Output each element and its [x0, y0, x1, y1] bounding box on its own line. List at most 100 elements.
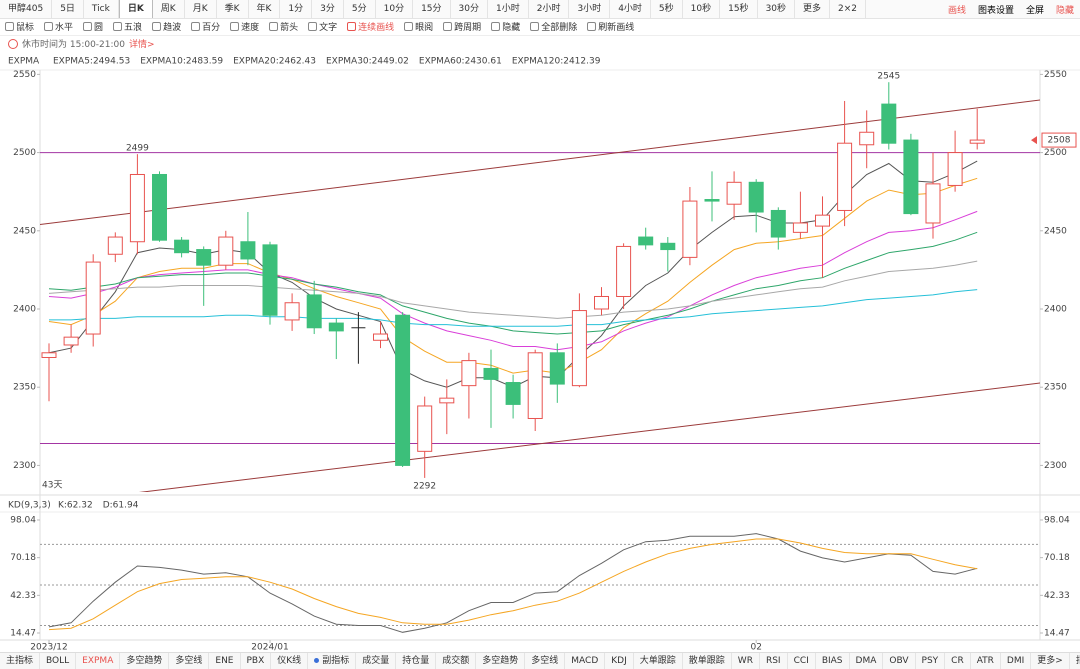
- period-tab[interactable]: 4小时: [610, 0, 651, 18]
- draw-tool[interactable]: 眼阅: [399, 20, 438, 33]
- right-tools: 画线 图表设置 全屏 隐藏: [941, 0, 1080, 18]
- draw-tool[interactable]: 箭头: [264, 20, 303, 33]
- indicator-tab[interactable]: 成交额: [436, 653, 477, 669]
- period-tab[interactable]: 5秒: [651, 0, 683, 18]
- indicator-tab[interactable]: 多空线: [525, 653, 566, 669]
- indicator-tab[interactable]: DMI: [1001, 653, 1032, 669]
- draw-tool[interactable]: 速度: [225, 20, 264, 33]
- period-tab[interactable]: 年K: [249, 0, 281, 18]
- draw-tool[interactable]: 圆: [78, 20, 108, 33]
- period-tab[interactable]: 更多: [795, 0, 831, 18]
- candle-body: [748, 181, 764, 213]
- indicator-tab[interactable]: ENE: [209, 653, 241, 669]
- period-tab[interactable]: 15秒: [720, 0, 758, 18]
- indicator-tab[interactable]: BIAS: [816, 653, 850, 669]
- draw-tool[interactable]: 隐藏: [486, 20, 525, 33]
- period-tab[interactable]: 10分: [376, 0, 414, 18]
- period-tab[interactable]: 5分: [344, 0, 376, 18]
- indicator-tab[interactable]: PSY: [916, 653, 946, 669]
- legend-entry: EXPMA60:2430.61: [419, 57, 502, 67]
- y-tick-label: 2400: [13, 305, 36, 315]
- period-tab[interactable]: 15分: [413, 0, 451, 18]
- indicator-tab[interactable]: 散单跟踪: [683, 653, 732, 669]
- high-label: 2545: [877, 72, 900, 82]
- candle-body: [328, 322, 344, 332]
- period-tab[interactable]: 5日: [52, 0, 84, 18]
- period-tab[interactable]: 30秒: [758, 0, 796, 18]
- y-tick-label: 14.47: [10, 629, 36, 639]
- indicator-line: [48, 533, 978, 633]
- y-tick-label: 98.04: [1044, 515, 1070, 525]
- indicator-tab[interactable]: CR: [945, 653, 971, 669]
- indicator-tab[interactable]: 多空线: [169, 653, 210, 669]
- indicator-tab[interactable]: 指标管理: [1070, 653, 1080, 669]
- indicator-tab[interactable]: 主指标: [0, 653, 41, 669]
- period-tab[interactable]: 日K: [118, 0, 153, 18]
- candle-body: [594, 295, 609, 310]
- indicator-tab[interactable]: 副指标: [308, 653, 357, 669]
- indicator-tabs: 主指标 BOLL EXPMA 多空趋势 多空线 ENE PBX 仪K线 副指标 成交量 持仓量 成交额…: [0, 652, 1080, 669]
- period-tab[interactable]: 1分: [280, 0, 313, 18]
- last-price-box: [1041, 132, 1077, 148]
- indicator-tab[interactable]: BOLL: [40, 653, 77, 669]
- indicator-tab[interactable]: CCI: [788, 653, 816, 669]
- draw-tool[interactable]: 鼠标: [0, 20, 39, 33]
- indicator-tab[interactable]: 大单跟踪: [634, 653, 683, 669]
- draw-tool[interactable]: 五浪: [108, 20, 147, 33]
- indicator-tab[interactable]: WR: [732, 653, 760, 669]
- y-tick-label: 2300: [13, 461, 36, 471]
- candle-body: [152, 173, 167, 241]
- indicator-tab[interactable]: KDJ: [605, 653, 634, 669]
- indicator-tab[interactable]: ATR: [971, 653, 1001, 669]
- indicator-tab[interactable]: OBV: [883, 653, 916, 669]
- period-tab[interactable]: Tick: [84, 0, 119, 18]
- draw-tool[interactable]: 连续画线: [342, 20, 399, 33]
- candle-body: [792, 222, 808, 233]
- indicator-tab[interactable]: 多空趋势: [120, 653, 170, 669]
- candle-body: [107, 236, 123, 255]
- symbol[interactable]: 甲醇405: [0, 0, 53, 18]
- indicator-tab[interactable]: DMA: [850, 653, 884, 669]
- period-tab[interactable]: 周K: [153, 0, 185, 18]
- candle-body: [174, 239, 190, 254]
- candle-body: [306, 294, 322, 329]
- period-tab[interactable]: 30分: [451, 0, 488, 18]
- period-tab[interactable]: 2×2: [830, 0, 867, 18]
- indicator-tab[interactable]: 多空趋势: [476, 653, 526, 669]
- candle-body: [284, 302, 300, 321]
- candle-body: [41, 352, 57, 358]
- period-tab[interactable]: 2小时: [529, 0, 570, 18]
- indicator-tab[interactable]: EXPMA: [76, 653, 121, 669]
- period-tab[interactable]: 1小时: [488, 0, 529, 18]
- period-tab[interactable]: 3分: [312, 0, 344, 18]
- period-tab[interactable]: 3小时: [569, 0, 611, 18]
- candle-body: [815, 214, 830, 227]
- top-action[interactable]: 画线: [947, 5, 966, 16]
- draw-tool[interactable]: 水平: [39, 20, 78, 33]
- draw-tool[interactable]: 刷新画线: [582, 20, 639, 33]
- draw-tool[interactable]: 百分: [186, 20, 225, 33]
- draw-tool[interactable]: 跨周期: [438, 20, 486, 33]
- draw-tool[interactable]: 趋波: [147, 20, 186, 33]
- indicator-tab[interactable]: 仪K线: [271, 653, 309, 669]
- indicator-tab[interactable]: RSI: [760, 653, 788, 669]
- period-tab[interactable]: 10秒: [683, 0, 721, 18]
- top-action[interactable]: 图表设置: [977, 5, 1014, 16]
- period-tab[interactable]: 季K: [217, 0, 249, 18]
- notice-link[interactable]: 详情>: [128, 40, 155, 50]
- candle-body: [549, 352, 565, 385]
- draw-tool[interactable]: 文字: [303, 20, 342, 33]
- period-tab[interactable]: 月K: [185, 0, 217, 18]
- draw-tool[interactable]: 全部删除: [525, 20, 582, 33]
- indicator-tab[interactable]: 成交量: [356, 653, 397, 669]
- indicator-tab[interactable]: MACD: [565, 653, 606, 669]
- top-action[interactable]: 全屏: [1025, 5, 1044, 16]
- candle-body: [439, 397, 455, 404]
- top-action[interactable]: 隐藏: [1055, 5, 1074, 16]
- indicator-name: KD(9,3,3): [8, 501, 51, 511]
- candle-body: [240, 241, 256, 260]
- indicator-tab[interactable]: 持仓量: [396, 653, 437, 669]
- legend-entry: K:62.32: [58, 501, 93, 511]
- indicator-tab[interactable]: PBX: [241, 653, 272, 669]
- indicator-tab[interactable]: 更多>: [1031, 653, 1070, 669]
